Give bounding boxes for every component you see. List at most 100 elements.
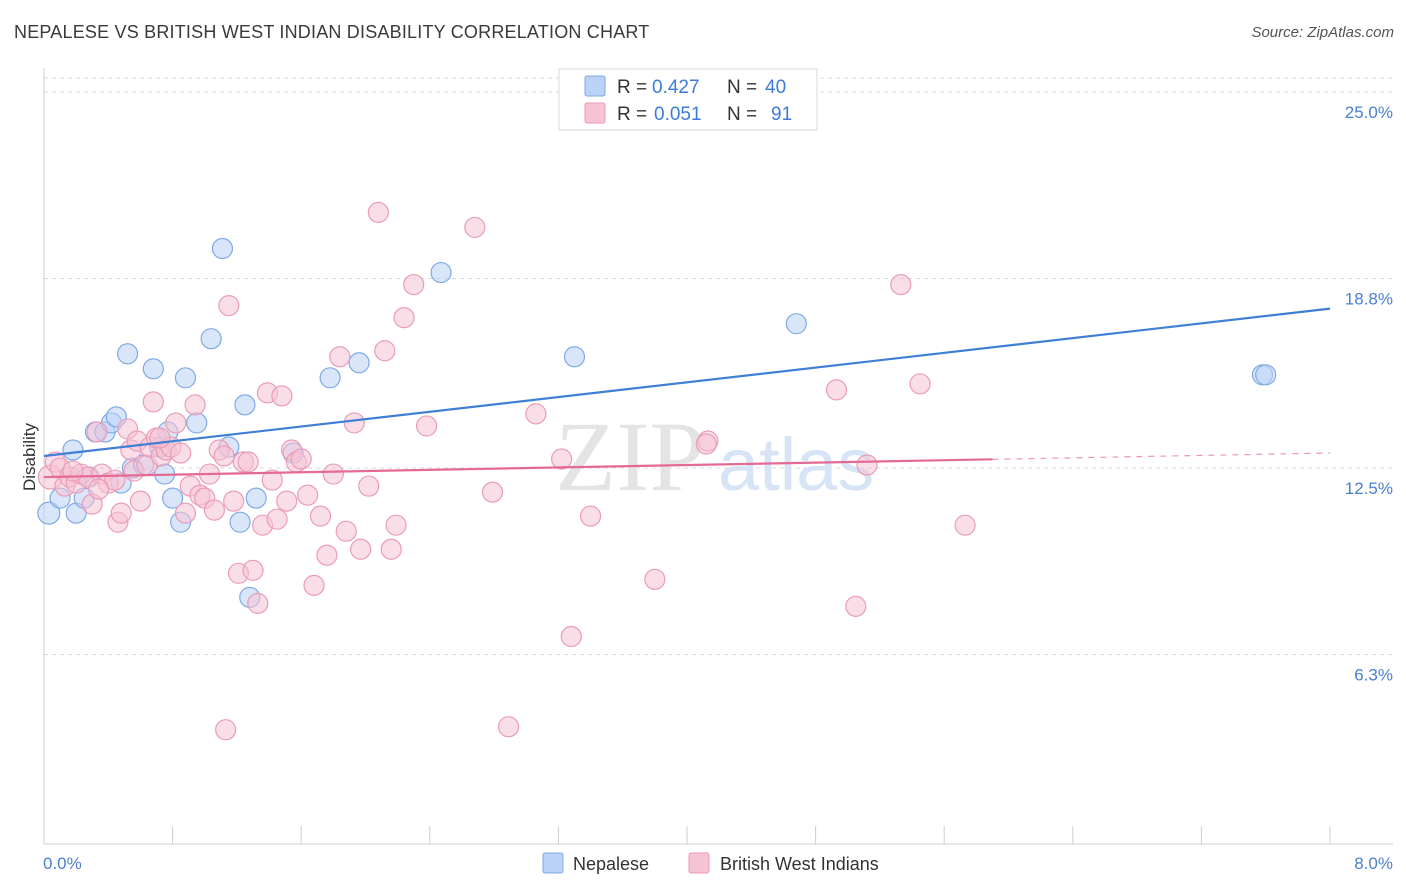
bwi-point bbox=[695, 433, 717, 455]
bwi-point bbox=[316, 544, 338, 566]
y-tick-label: 25.0% bbox=[1345, 103, 1393, 122]
x-tick-label-min: 0.0% bbox=[43, 854, 82, 873]
bwi-point bbox=[644, 568, 666, 590]
bwi-point bbox=[149, 427, 171, 449]
bwi-point bbox=[856, 454, 878, 476]
bwi-point bbox=[309, 505, 332, 527]
nepalese-point bbox=[563, 346, 586, 368]
nepalese-point bbox=[116, 343, 139, 365]
top-legend: R = 0.427 N = 40 R = 0.051 N = 91 bbox=[558, 68, 818, 131]
bwi-point bbox=[322, 463, 344, 485]
bwi-point bbox=[266, 508, 288, 530]
bwi-point bbox=[845, 595, 867, 617]
chart-title: NEPALESE VS BRITISH WEST INDIAN DISABILI… bbox=[14, 22, 650, 42]
bwi-point bbox=[276, 490, 298, 512]
bwi-point bbox=[223, 490, 245, 512]
bwi-point bbox=[170, 442, 192, 464]
bwi-trend-line-extension bbox=[992, 452, 1331, 460]
legend-r-label-bwi: R = bbox=[617, 104, 647, 125]
trend-layer bbox=[43, 307, 1331, 479]
y-axis-title: Disability bbox=[20, 422, 39, 491]
bwi-point bbox=[385, 514, 407, 536]
bwi-point bbox=[374, 340, 396, 362]
nepalese-point bbox=[245, 487, 267, 509]
bwi-trend-line bbox=[43, 458, 993, 479]
bwi-point bbox=[335, 520, 357, 542]
bwi-point bbox=[184, 394, 206, 416]
legend-swatch-bwi bbox=[584, 102, 606, 124]
bwi-point bbox=[110, 502, 132, 524]
bwi-point bbox=[403, 273, 425, 296]
legend-n-value-nepalese: 40 bbox=[765, 77, 786, 98]
bwi-point bbox=[271, 385, 293, 407]
bwi-point bbox=[142, 391, 164, 413]
nepalese-point bbox=[162, 487, 184, 509]
bwi-point bbox=[560, 625, 582, 648]
bwi-point bbox=[62, 460, 84, 482]
nepalese-point bbox=[319, 367, 341, 389]
nepalese-point bbox=[174, 367, 197, 389]
bwi-point bbox=[415, 415, 438, 437]
bwi-point bbox=[129, 490, 152, 512]
y-tick-label: 18.8% bbox=[1345, 290, 1393, 309]
bwi-point bbox=[350, 538, 372, 560]
bwi-point bbox=[237, 451, 259, 473]
bwi-point bbox=[203, 499, 225, 521]
bottom-legend-swatch-nepalese bbox=[542, 852, 564, 874]
nepalese-point bbox=[200, 328, 222, 350]
legend-n-label-nepalese: N = bbox=[727, 77, 757, 98]
nepalese-point bbox=[37, 501, 61, 525]
bwi-point bbox=[165, 412, 187, 434]
legend-n-label-bwi: N = bbox=[727, 104, 757, 125]
watermark-zip: ZIP bbox=[555, 401, 705, 512]
nepalese-point bbox=[142, 358, 164, 380]
bwi-point bbox=[909, 373, 931, 395]
legend-r-label-nepalese: R = bbox=[617, 77, 647, 98]
bwi-point bbox=[497, 716, 520, 738]
nepalese-point bbox=[62, 439, 84, 461]
nepalese-point bbox=[785, 313, 807, 335]
bwi-point bbox=[343, 412, 365, 434]
bwi-point bbox=[380, 538, 402, 560]
y-tick-label: 6.3% bbox=[1354, 666, 1393, 685]
nepalese-point bbox=[211, 237, 234, 260]
bottom-legend-label-bwi: British West Indians bbox=[720, 854, 879, 874]
bwi-point bbox=[88, 478, 110, 500]
bwi-point bbox=[213, 445, 235, 467]
bwi-point bbox=[464, 216, 486, 239]
nepalese-point bbox=[348, 352, 370, 374]
bwi-point bbox=[303, 574, 325, 596]
nepalese-point bbox=[234, 394, 256, 416]
legend-r-value-nepalese: 0.427 bbox=[652, 77, 700, 98]
bwi-point bbox=[329, 346, 351, 368]
bwi-point bbox=[551, 448, 573, 470]
bwi-point bbox=[825, 379, 848, 401]
bwi-point bbox=[481, 481, 504, 503]
legend-r-value-bwi: 0.051 bbox=[654, 104, 702, 125]
y-tick-label: 12.5% bbox=[1345, 479, 1393, 498]
bwi-point bbox=[174, 502, 197, 524]
nepalese-point bbox=[186, 412, 208, 434]
chart-source: Source: ZipAtlas.com bbox=[1251, 24, 1394, 41]
legend-n-value-bwi: 91 bbox=[771, 104, 792, 125]
bottom-legend: Nepalese British West Indians bbox=[542, 852, 879, 874]
bwi-point bbox=[890, 273, 912, 296]
bwi-point bbox=[86, 421, 108, 443]
bwi-point bbox=[290, 448, 312, 470]
bwi-point bbox=[261, 469, 283, 491]
nepalese-point bbox=[430, 261, 452, 284]
x-tick-label-max: 8.0% bbox=[1354, 854, 1393, 873]
nepalese-point bbox=[1255, 364, 1277, 386]
bwi-point bbox=[297, 484, 319, 506]
points-layer bbox=[37, 201, 1277, 741]
bwi-point bbox=[525, 403, 547, 425]
bwi-point bbox=[247, 592, 269, 614]
bwi-point bbox=[218, 295, 240, 317]
bwi-point bbox=[358, 475, 380, 497]
legend-swatch-nepalese bbox=[584, 75, 606, 97]
bwi-point bbox=[215, 719, 237, 741]
bwi-point bbox=[954, 514, 976, 536]
bottom-legend-swatch-bwi bbox=[688, 852, 710, 874]
bwi-point bbox=[242, 559, 264, 581]
